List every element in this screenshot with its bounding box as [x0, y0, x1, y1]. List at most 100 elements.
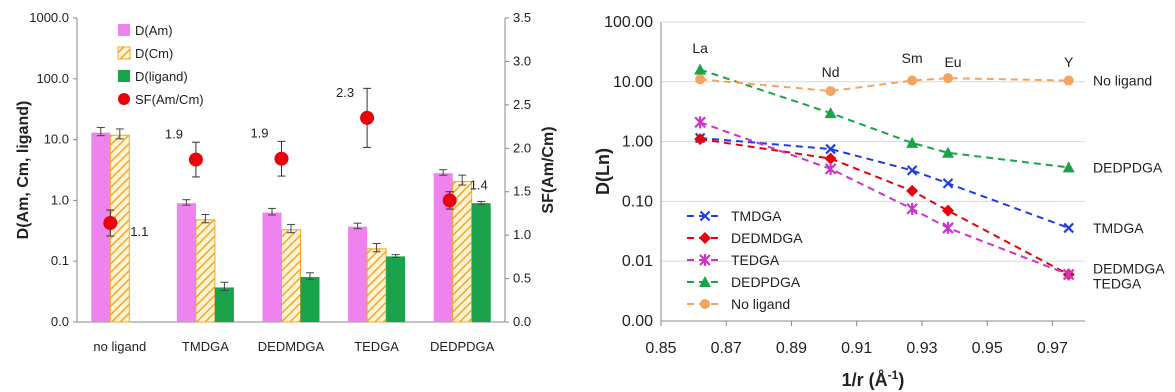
- legend-swatch: [118, 93, 130, 105]
- series-end-label: No ligand: [1093, 73, 1152, 89]
- point-DEDMDGA: [824, 152, 837, 165]
- bar-D(Am): [176, 203, 196, 322]
- legend-label: TMDGA: [731, 208, 782, 224]
- left-y-tick-label: 0.1: [51, 253, 69, 268]
- point-No ligand: [1063, 75, 1074, 86]
- series-line-DEDPDGA: [699, 68, 1069, 169]
- left-x-tick-label: TEDGA: [354, 339, 399, 354]
- point-TEDGA: [1062, 268, 1075, 281]
- left-y-tick-label: 0.0: [51, 314, 69, 329]
- left-y2-axis-title: SF(Am/Cm): [540, 126, 557, 213]
- left-x-tick-label: no ligand: [93, 339, 146, 354]
- left-x-tick-label: TMDGA: [182, 339, 229, 354]
- legend-swatch: [118, 70, 130, 82]
- element-label: La: [692, 40, 708, 56]
- right-x-tick-label: 0.85: [645, 340, 676, 357]
- sf-data-label: 2.3: [336, 85, 354, 100]
- series-end-label: TMDGA: [1093, 220, 1144, 236]
- sf-point: [442, 193, 457, 208]
- right-y-tick-label: 100.00: [604, 14, 653, 31]
- bar-D(ligand): [386, 256, 406, 322]
- element-label: Nd: [822, 64, 840, 80]
- sf-data-label: 1.9: [250, 126, 268, 141]
- bar-D(ligand): [471, 203, 491, 322]
- point-DEDPDGA: [824, 107, 837, 119]
- legend-label: DEDMDGA: [731, 230, 803, 246]
- right-y-tick-label: 0.00: [622, 313, 653, 330]
- legend-marker: [699, 232, 711, 244]
- left-y2-tick-label: 3.0: [513, 53, 531, 68]
- legend-label: D(Am): [135, 23, 173, 38]
- left-y2-tick-label: 0.5: [513, 271, 531, 286]
- legend-label: TEDGA: [731, 252, 780, 268]
- left-x-tick-label: DEDPDGA: [430, 339, 495, 354]
- bar-D(Am): [91, 132, 111, 322]
- legend-label: DEDPDGA: [731, 274, 801, 290]
- point-DEDMDGA: [694, 133, 707, 146]
- right-x-tick-label: 0.87: [711, 340, 742, 357]
- sf-data-label: 1.9: [165, 127, 183, 142]
- left-y2-tick-label: 0.0: [513, 314, 531, 329]
- legend-label: D(ligand): [135, 69, 188, 84]
- bar-D(Am): [262, 212, 282, 322]
- point-TEDGA: [824, 162, 837, 175]
- point-DEDMDGA: [906, 184, 919, 197]
- sf-point: [188, 152, 203, 167]
- point-DEDPDGA: [1062, 161, 1075, 173]
- point-DEDPDGA: [694, 63, 707, 75]
- point-TEDGA: [942, 221, 954, 234]
- series-end-label: DEDMDGA: [1093, 261, 1165, 277]
- left-y-tick-label: 10.0: [44, 132, 69, 147]
- sf-data-label: 1.1: [130, 224, 148, 239]
- point-TMDGA: [906, 165, 918, 176]
- left-y2-tick-label: 2.5: [513, 97, 531, 112]
- point-DEDMDGA: [942, 204, 955, 217]
- right-y-tick-label: 10.00: [613, 74, 653, 91]
- series-end-label: TEDGA: [1093, 276, 1142, 292]
- element-label: Eu: [944, 54, 961, 70]
- bar-D(Cm): [366, 248, 387, 323]
- right-x-tick-label: 0.97: [1037, 340, 1068, 357]
- right-x-tick-label: 0.89: [776, 340, 807, 357]
- point-TEDGA: [906, 202, 918, 215]
- series-line-TMDGA: [700, 136, 1070, 229]
- legend-marker: [699, 254, 711, 266]
- left-bar-chart: 0.0 0.1 1.0 10.0 100.0 1000.0 0.0 0.5 1.0 1.5 2.0 2…: [15, 10, 557, 354]
- series-line-No ligand: [700, 77, 1069, 93]
- point-TMDGA: [825, 143, 836, 155]
- point-No ligand: [695, 74, 706, 85]
- legend-marker: [700, 299, 710, 309]
- point-No ligand: [943, 73, 954, 84]
- sf-point: [103, 215, 118, 230]
- right-line-chart: 0.00 0.01 0.10 1.00 10.00 100.00 0.85 0.87 0.89 0…: [593, 14, 1165, 390]
- right-x-tick-label: 0.91: [841, 340, 872, 357]
- bar-D(Am): [348, 226, 368, 322]
- right-y-tick-label: 1.00: [622, 134, 653, 151]
- left-x-tick-label: DEDMDGA: [258, 339, 325, 354]
- bar-D(Cm): [281, 229, 301, 323]
- right-y-tick-label: 0.10: [622, 193, 653, 210]
- legend-marker: [699, 276, 711, 287]
- left-y-tick-label: 100.0: [36, 71, 69, 86]
- sf-point: [360, 110, 375, 125]
- right-y-tick-label: 0.01: [622, 253, 653, 270]
- bar-D(Cm): [195, 219, 216, 323]
- point-DEDPDGA: [942, 146, 955, 158]
- legend-swatch: [117, 46, 131, 60]
- right-x-axis-title: 1/r (Å-1): [842, 368, 905, 390]
- left-y2-tick-label: 3.5: [513, 10, 531, 25]
- left-y-tick-label: 1000.0: [29, 10, 69, 25]
- legend-label: No ligand: [731, 296, 790, 312]
- point-No ligand: [825, 86, 836, 97]
- bar-D(Am): [433, 173, 453, 322]
- element-label: Y: [1064, 54, 1074, 70]
- legend-swatch: [118, 24, 130, 36]
- element-label: Sm: [902, 50, 923, 66]
- bar-D(ligand): [300, 276, 320, 322]
- legend-label: SF(Am/Cm): [135, 92, 204, 107]
- left-y-axis-title: D(Am, Cm, ligand): [15, 101, 32, 240]
- sf-data-label: 1.4: [470, 177, 488, 192]
- right-x-tick-label: 0.93: [906, 340, 937, 357]
- left-y2-tick-label: 1.0: [513, 227, 531, 242]
